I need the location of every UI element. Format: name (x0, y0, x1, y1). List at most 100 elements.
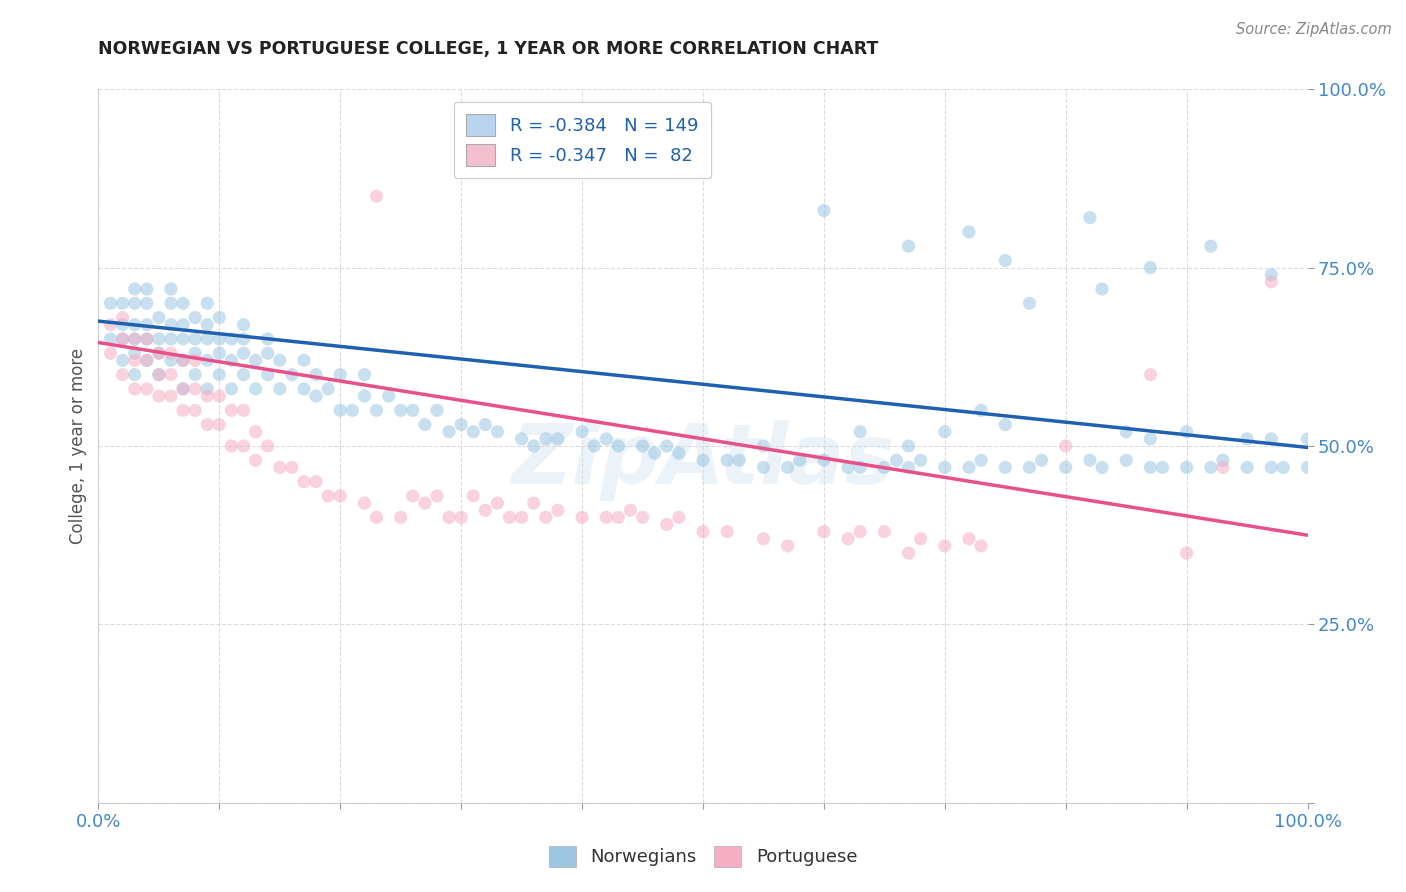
Point (256, 368, 278, 382)
Point (292, 475, 315, 489)
Point (135, 353, 157, 368)
Point (994, 253, 1017, 268)
Point (195, 353, 218, 368)
Point (316, 489, 339, 503)
Point (752, 439, 775, 453)
Point (595, 510, 617, 524)
Point (232, 368, 254, 382)
Point (655, 517, 678, 532)
Point (281, 460, 304, 475)
Point (111, 318, 134, 332)
Point (100, 346, 122, 360)
Point (172, 296, 194, 310)
Point (124, 332, 146, 346)
Point (111, 310, 134, 325)
Point (124, 332, 146, 346)
Point (837, 532, 859, 546)
Point (366, 189, 388, 203)
Point (413, 496, 436, 510)
Point (124, 318, 146, 332)
Point (873, 524, 896, 539)
Point (849, 460, 872, 475)
Point (1054, 460, 1077, 475)
Point (135, 332, 157, 346)
Point (208, 346, 231, 360)
Point (195, 382, 218, 396)
Point (160, 346, 183, 360)
Point (184, 368, 207, 382)
Point (957, 532, 980, 546)
Point (523, 496, 546, 510)
Point (970, 539, 993, 553)
Point (897, 546, 920, 560)
Point (221, 353, 243, 368)
Point (353, 496, 375, 510)
Point (135, 318, 157, 332)
Point (292, 382, 315, 396)
Legend: R = -0.384   N = 149, R = -0.347   N =  82: R = -0.384 N = 149, R = -0.347 N = 82 (454, 102, 710, 178)
Point (426, 489, 449, 503)
Point (692, 453, 714, 467)
Point (1296, 460, 1319, 475)
Point (269, 382, 291, 396)
Point (111, 353, 134, 368)
Point (849, 524, 872, 539)
Point (752, 532, 775, 546)
Point (172, 382, 194, 396)
Point (910, 532, 932, 546)
Point (305, 389, 328, 403)
Point (148, 332, 170, 346)
Point (631, 510, 654, 524)
Point (184, 310, 207, 325)
Point (353, 368, 375, 382)
Point (172, 318, 194, 332)
Point (305, 368, 328, 382)
Point (1018, 460, 1040, 475)
Point (160, 368, 183, 382)
Point (135, 332, 157, 346)
Point (1236, 432, 1258, 446)
Point (269, 460, 291, 475)
Point (1212, 453, 1234, 467)
Point (728, 453, 751, 467)
Point (232, 318, 254, 332)
Point (269, 353, 291, 368)
Point (366, 510, 388, 524)
Point (413, 417, 436, 432)
Point (1199, 460, 1222, 475)
Point (184, 332, 207, 346)
Point (716, 524, 738, 539)
Point (474, 503, 496, 517)
Point (245, 382, 267, 396)
Point (607, 510, 630, 524)
Point (232, 439, 254, 453)
Point (195, 389, 218, 403)
Point (256, 439, 278, 453)
Point (124, 296, 146, 310)
Point (1199, 239, 1222, 253)
Point (135, 282, 157, 296)
Point (571, 510, 593, 524)
Point (402, 403, 425, 417)
Point (184, 346, 207, 360)
Point (148, 368, 170, 382)
Point (389, 510, 412, 524)
Point (329, 368, 352, 382)
Point (100, 318, 122, 332)
Point (1236, 460, 1258, 475)
Point (426, 403, 449, 417)
Point (692, 524, 714, 539)
Point (111, 332, 134, 346)
Point (208, 389, 231, 403)
Point (437, 510, 460, 524)
Point (957, 225, 980, 239)
Point (1031, 453, 1053, 467)
Point (232, 346, 254, 360)
Point (208, 332, 231, 346)
Point (450, 417, 472, 432)
Point (281, 368, 304, 382)
Point (148, 346, 170, 360)
Point (160, 353, 183, 368)
Point (957, 460, 980, 475)
Point (619, 503, 641, 517)
